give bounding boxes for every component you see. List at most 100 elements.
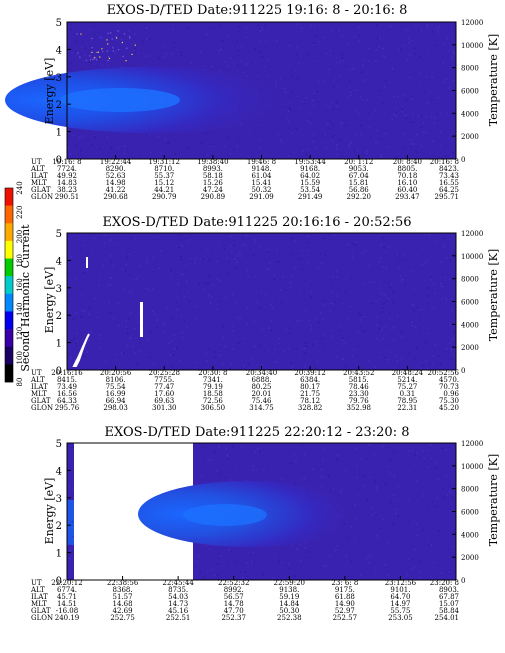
noise-speck [376, 324, 378, 326]
noise-speck [419, 577, 422, 579]
noise-speck [218, 24, 220, 27]
orbit-table-cell: 16.55 [439, 179, 459, 187]
noise-speck [425, 119, 427, 121]
noise-speck [388, 318, 391, 320]
noise-speck [329, 302, 332, 305]
noise-speck [194, 305, 196, 307]
noise-speck [336, 458, 338, 460]
noise-speck [254, 285, 256, 287]
orbit-table-cell: 8415. [57, 376, 77, 384]
noise-speck [252, 73, 254, 76]
panel-1-y2label: Temperature [K] [487, 34, 500, 126]
noise-speck [146, 27, 148, 29]
noise-speck [324, 93, 326, 95]
noise-speck [259, 28, 261, 30]
noise-speck [340, 489, 343, 491]
noise-speck [279, 556, 281, 558]
noise-speck [445, 449, 447, 451]
noise-speck [430, 275, 433, 278]
temperature-tick-label: 0 [461, 577, 465, 585]
noise-speck [93, 57, 95, 59]
panel-3: EXOS-D/TED Date:911225 22:20:12 - 23:20:… [30, 425, 500, 622]
orbit-table-cell: 19:38:40 [197, 158, 228, 166]
noise-speck [306, 149, 308, 151]
noise-speck [281, 248, 283, 250]
noise-speck [180, 265, 182, 267]
noise-speck [356, 149, 358, 152]
noise-speck [433, 122, 436, 124]
noise-speck [277, 467, 280, 469]
noise-speck [211, 65, 213, 67]
panel-2-title: EXOS-D/TED Date:911225 20:16:16 - 20:52:… [102, 215, 411, 230]
noise-speck [183, 295, 185, 297]
noise-speck [366, 557, 368, 559]
noise-speck [434, 44, 436, 46]
noise-speck [297, 293, 299, 295]
noise-speck [426, 259, 429, 262]
noise-speck [450, 358, 452, 360]
noise-speck [142, 275, 144, 278]
orbit-table-cell: 293.47 [395, 193, 420, 201]
noise-speck [170, 270, 172, 272]
noise-speck [313, 25, 316, 27]
noise-speck [122, 138, 124, 140]
noise-speck [400, 537, 402, 539]
noise-speck [280, 289, 282, 292]
noise-speck [323, 80, 325, 83]
noise-speck [296, 320, 298, 322]
noise-speck [420, 478, 422, 480]
noise-speck [337, 318, 339, 320]
noise-speck [92, 286, 94, 289]
noise-speck [112, 265, 114, 267]
noise-speck [310, 25, 312, 27]
noise-speck [162, 45, 164, 47]
noise-speck [94, 297, 96, 300]
noise-speck [139, 350, 141, 352]
noise-speck [325, 147, 327, 150]
noise-speck [411, 321, 413, 323]
noise-speck [238, 342, 240, 345]
noise-speck [287, 110, 290, 112]
noise-speck [259, 39, 261, 41]
orbit-table-cell: 38.23 [57, 186, 77, 194]
noise-speck [299, 543, 301, 545]
noise-speck [245, 479, 247, 481]
noise-speck [350, 525, 353, 528]
noise-speck [279, 77, 281, 79]
noise-speck [365, 457, 368, 460]
noise-speck [361, 71, 363, 74]
noise-speck [412, 121, 414, 123]
noise-speck [335, 295, 338, 297]
noise-speck [416, 452, 419, 454]
noise-speck [137, 60, 140, 62]
noise-speck [291, 365, 294, 368]
noise-speck [412, 113, 414, 115]
noise-speck [178, 348, 180, 350]
noise-speck [432, 283, 435, 285]
noise-speck [443, 81, 446, 83]
noise-speck [206, 33, 208, 36]
noise-speck [289, 44, 291, 47]
noise-speck [423, 457, 425, 460]
noise-speck [108, 57, 111, 60]
noise-speck [331, 330, 333, 332]
temperature-tick-label: 10000 [461, 253, 483, 261]
noise-speck [412, 273, 414, 275]
panel-2-data-gap-low [72, 333, 90, 367]
noise-speck [364, 290, 367, 292]
noise-speck [380, 258, 382, 260]
orbit-table-cell: 15.07 [439, 600, 459, 608]
noise-speck [71, 520, 73, 523]
noise-speck [397, 95, 400, 97]
noise-speck [411, 304, 413, 306]
noise-speck [375, 300, 377, 302]
noise-speck [442, 448, 444, 450]
noise-speck [213, 351, 215, 353]
noise-speck [304, 366, 306, 368]
noise-speck [267, 59, 269, 61]
noise-speck [104, 305, 106, 307]
noise-speck [194, 262, 196, 264]
noise-speck [368, 48, 370, 50]
noise-speck [328, 474, 330, 477]
